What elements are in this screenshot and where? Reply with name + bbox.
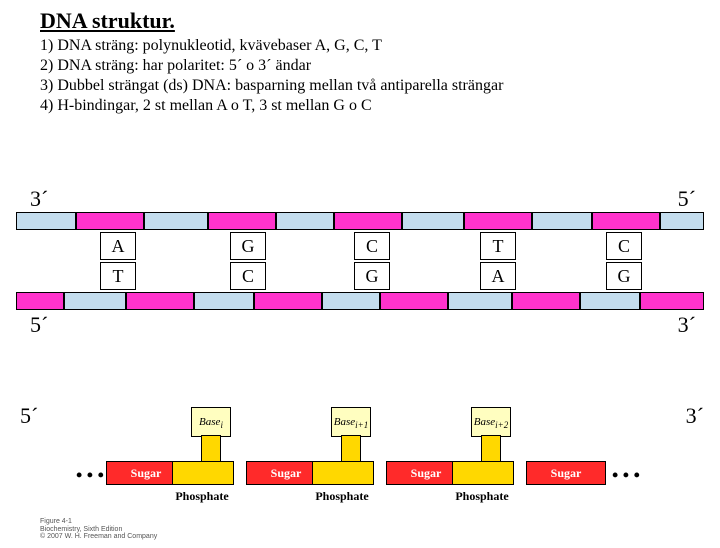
page-title: DNA struktur. <box>40 8 720 34</box>
base-box: C <box>230 262 266 290</box>
chain-stem <box>341 435 361 463</box>
strand-segment <box>276 212 334 230</box>
strand-segment <box>592 212 660 230</box>
backbone-chain-diagram: 5´ 3´ • • • • • • Basei Basei+1 Basei+2 Su… <box>16 403 704 523</box>
strand-segment <box>76 212 144 230</box>
figure-credit: Figure 4-1 Biochemistry, Sixth Edition ©… <box>40 518 157 541</box>
bullet-1: 1) DNA sträng: polynukleotid, kvävebaser… <box>40 36 720 56</box>
base-box: G <box>230 232 266 260</box>
bottom-strand <box>16 292 704 310</box>
base-box: C <box>606 232 642 260</box>
strand-segment <box>208 212 276 230</box>
bullet-4: 4) H-bindingar, 2 st mellan A o T, 3 st … <box>40 96 720 116</box>
chain-stem <box>201 435 221 463</box>
strand-segment <box>334 212 402 230</box>
chain-base-block: Basei+2 <box>471 407 511 437</box>
top-strand <box>16 212 704 230</box>
strand-segment <box>448 292 512 310</box>
bullet-list: 1) DNA sträng: polynukleotid, kvävebaser… <box>40 36 720 116</box>
bullet-2: 2) DNA sträng: har polaritet: 5´ o 3´ än… <box>40 56 720 76</box>
strand-segment <box>194 292 254 310</box>
phosphate-label: Phosphate <box>452 489 512 504</box>
strand-segment <box>640 292 704 310</box>
chain-base-block: Basei <box>191 407 231 437</box>
bullet-3: 3) Dubbel strängat (ds) DNA: basparning … <box>40 76 720 96</box>
strand-segment <box>580 292 640 310</box>
base-box: T <box>480 232 516 260</box>
ds-top-right-end-label: 5´ <box>678 186 696 212</box>
base-box: A <box>480 262 516 290</box>
strand-segment <box>380 292 448 310</box>
strand-segment <box>532 212 592 230</box>
chain-left-end-label: 5´ <box>20 403 38 429</box>
strand-segment <box>64 292 126 310</box>
strand-segment <box>660 212 704 230</box>
phosphate-block <box>312 461 374 485</box>
bot-bases-row: TCGAG <box>16 262 704 290</box>
strand-segment <box>512 292 580 310</box>
strand-segment <box>144 212 208 230</box>
chain-base-block: Basei+1 <box>331 407 371 437</box>
base-box: T <box>100 262 136 290</box>
ds-bot-right-end-label: 3´ <box>678 312 696 338</box>
base-box: G <box>354 262 390 290</box>
ellipsis-right-icon: • • • <box>612 465 640 486</box>
base-box: A <box>100 232 136 260</box>
ellipsis-left-icon: • • • <box>76 465 104 486</box>
phosphate-block <box>172 461 234 485</box>
strand-segment <box>16 292 64 310</box>
credit-line-1: Figure 4-1 <box>40 518 157 526</box>
phosphate-label: Phosphate <box>312 489 372 504</box>
strand-segment <box>322 292 380 310</box>
ds-top-left-end-label: 3´ <box>30 186 48 212</box>
ds-bot-left-end-label: 5´ <box>30 312 48 338</box>
strand-segment <box>464 212 532 230</box>
phosphate-label: Phosphate <box>172 489 232 504</box>
strand-segment <box>254 292 322 310</box>
base-box: G <box>606 262 642 290</box>
strand-segment <box>126 292 194 310</box>
top-bases-row: AGCTC <box>16 232 704 260</box>
chain-right-end-label: 3´ <box>686 403 704 429</box>
strand-segment <box>402 212 464 230</box>
phosphate-block <box>452 461 514 485</box>
base-box: C <box>354 232 390 260</box>
chain-stem <box>481 435 501 463</box>
strand-segment <box>16 212 76 230</box>
sugar-block: Sugar <box>526 461 606 485</box>
